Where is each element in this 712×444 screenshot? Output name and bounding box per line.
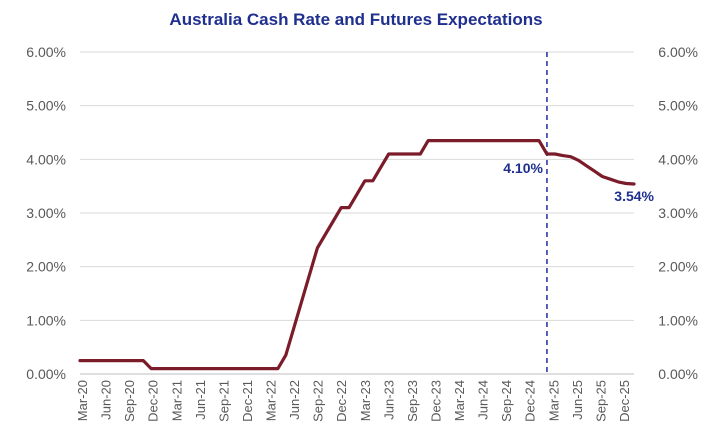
- x-tick-label: Jun-24: [476, 380, 491, 420]
- x-tick-label: Jun-25: [570, 380, 585, 420]
- secondary-y-tick-label: 6.00%: [658, 44, 698, 60]
- y-tick-label: 0.00%: [26, 366, 66, 382]
- x-tick-label: Dec-25: [617, 380, 632, 422]
- x-tick-label: Sep-20: [122, 380, 137, 422]
- x-tick-label: Sep-24: [499, 380, 514, 422]
- x-tick-label: Mar-25: [546, 380, 561, 421]
- x-tick-label: Dec-20: [146, 380, 161, 422]
- x-tick-label: Mar-20: [75, 380, 90, 421]
- x-tick-label: Jun-22: [287, 380, 302, 420]
- x-tick-label: Sep-23: [405, 380, 420, 422]
- y-tick-label: 4.00%: [26, 151, 66, 167]
- x-tick-label: Jun-23: [381, 380, 396, 420]
- x-tick-label: Dec-21: [240, 380, 255, 422]
- secondary-y-tick-label: 2.00%: [658, 259, 698, 275]
- y-tick-label: 5.00%: [26, 98, 66, 114]
- x-tick-label: Dec-24: [523, 380, 538, 422]
- y-tick-label: 6.00%: [26, 44, 66, 60]
- data-label: 3.54%: [614, 188, 654, 204]
- x-tick-label: Mar-22: [264, 380, 279, 421]
- y-tick-label: 3.00%: [26, 205, 66, 221]
- cash-rate-series-line: [78, 139, 636, 371]
- x-tick-label: Jun-21: [193, 380, 208, 420]
- x-tick-label: Dec-22: [334, 380, 349, 422]
- secondary-y-tick-label: 5.00%: [658, 98, 698, 114]
- y-tick-label: 2.00%: [26, 259, 66, 275]
- secondary-y-tick-label: 3.00%: [658, 205, 698, 221]
- data-label: 4.10%: [503, 160, 543, 176]
- secondary-y-tick-label: 1.00%: [658, 312, 698, 328]
- x-tick-label: Sep-21: [216, 380, 231, 422]
- chart-title: Australia Cash Rate and Futures Expectat…: [169, 10, 543, 29]
- x-tick-label: Mar-24: [452, 380, 467, 421]
- x-tick-label: Sep-22: [311, 380, 326, 422]
- x-tick-label: Jun-20: [99, 380, 114, 420]
- x-tick-label: Mar-23: [358, 380, 373, 421]
- x-tick-label: Dec-23: [428, 380, 443, 422]
- secondary-y-tick-label: 4.00%: [658, 151, 698, 167]
- x-tick-label: Sep-25: [593, 380, 608, 422]
- secondary-y-tick-label: 0.00%: [658, 366, 698, 382]
- x-tick-label: Mar-21: [169, 380, 184, 421]
- y-tick-label: 1.00%: [26, 312, 66, 328]
